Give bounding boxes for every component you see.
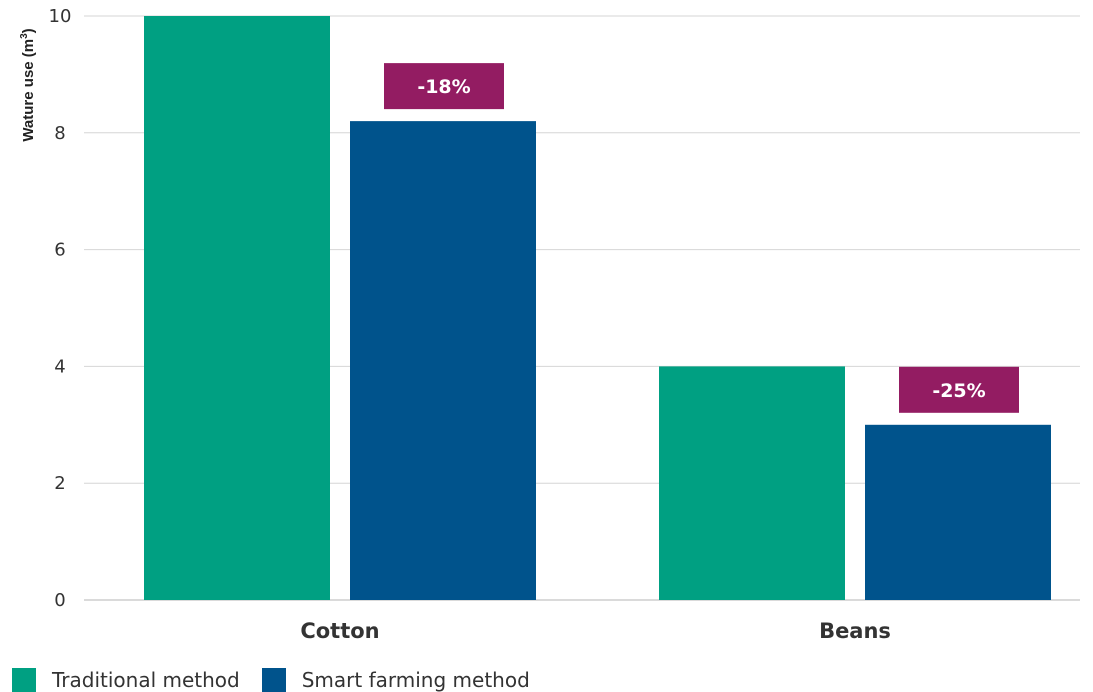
annotation-label: -25% [932,380,985,402]
category-label-beans: Beans [819,619,891,643]
y-tick-label: 6 [54,240,65,261]
bar-cotton-traditional [144,16,330,600]
legend-label-smart-farming: Smart farming method [301,668,530,692]
legend-label-traditional: Traditional method [52,668,240,692]
bar-beans-smart-farming [865,424,1051,600]
legend-swatch-traditional [12,668,36,692]
legend-item-smart-farming: Smart farming method [261,668,530,692]
bar-cotton-smart-farming [350,121,536,601]
bars [144,16,1051,601]
category-label-cotton: Cotton [300,619,379,643]
y-tick-label: 0 [54,590,65,611]
bar-beans-traditional [659,366,845,600]
y-tick-label: 2 [54,473,65,494]
y-tick-label: 8 [54,123,65,144]
y-tick-label: 4 [54,356,65,377]
bar-chart: 0 2 4 6 8 10 -18% -25% Cotton Beans Wature use … [19,6,1080,643]
y-tick-label: 10 [49,6,72,27]
legend-swatch-smart-farming [261,668,286,692]
annotation-box [899,366,1019,413]
category-labels: Cotton Beans [300,619,891,643]
y-tick-labels: 0 2 4 6 8 10 [49,6,72,611]
y-axis-label: Wature use (m3) [19,28,37,141]
y-axis-label-sup: 3 [19,33,30,39]
annotation-label: -18% [417,76,470,98]
y-axis-label-main: Wature use (m [20,39,37,142]
legend-item-traditional: Traditional method [12,668,240,692]
y-axis-label-close: ) [20,28,37,33]
legend: Traditional method Smart farming method [12,668,552,692]
annotation-box [384,63,504,110]
annotations: -18% -25% [384,63,1019,413]
